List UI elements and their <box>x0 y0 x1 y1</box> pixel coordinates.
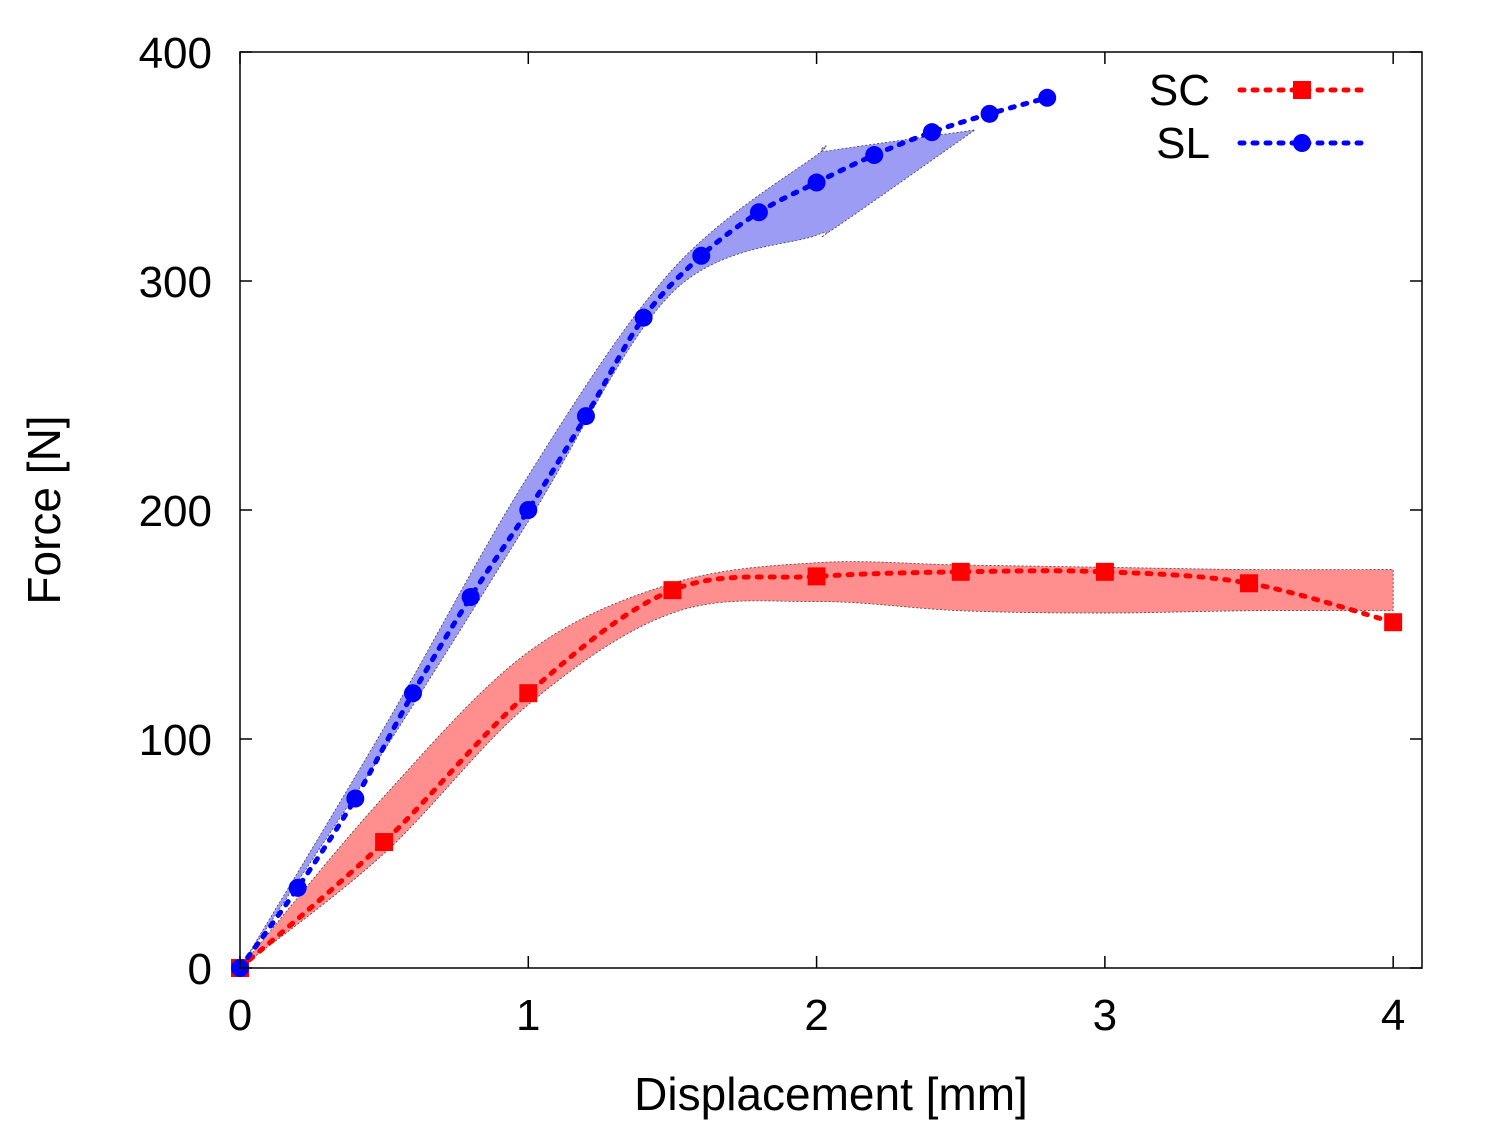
data-point-sc <box>807 567 826 586</box>
data-point-sl <box>461 588 480 607</box>
bands-layer <box>239 129 1394 969</box>
band-sl <box>239 129 976 969</box>
data-point-sl <box>692 246 711 265</box>
y-tick-label: 400 <box>139 29 212 78</box>
data-point-sl <box>1038 88 1057 107</box>
axis-ticks: 0 1 2 3 4 0 100 200 300 400 <box>139 29 1422 1040</box>
data-point-sl <box>403 684 422 703</box>
x-axis-label: Displacement [mm] <box>634 1068 1028 1120</box>
x-tick-label: 3 <box>1093 991 1117 1040</box>
x-tick-label: 4 <box>1381 991 1405 1040</box>
data-point-sl <box>346 789 365 808</box>
data-point-sl <box>288 878 307 897</box>
data-point-sl <box>980 104 999 123</box>
series-line-sc <box>237 568 1396 971</box>
y-axis-label: Force [N] <box>18 415 70 604</box>
series-layer <box>231 88 1403 977</box>
band-sc <box>239 561 1394 969</box>
data-point-sc <box>1384 613 1403 632</box>
data-point-sc <box>1240 574 1259 593</box>
y-tick-label: 100 <box>139 716 212 765</box>
data-point-sc <box>951 562 970 581</box>
data-point-sl <box>634 308 653 327</box>
legend-label-sl: SL <box>1156 119 1210 168</box>
data-point-sl <box>749 203 768 222</box>
data-point-sl <box>922 123 941 142</box>
legend-marker-sc <box>1293 81 1311 99</box>
x-tick-label: 1 <box>516 991 540 1040</box>
data-point-sl <box>865 146 884 165</box>
data-point-sl <box>519 501 538 519</box>
data-point-sc <box>1095 562 1114 581</box>
legend-label-sc: SC <box>1149 66 1210 115</box>
data-point-sl <box>576 407 595 426</box>
legend-marker-sl <box>1293 134 1311 152</box>
data-point-sl <box>807 173 826 192</box>
y-tick-label: 300 <box>139 258 212 307</box>
data-point-sc <box>663 581 682 600</box>
data-point-sc <box>519 684 538 703</box>
y-tick-label: 200 <box>139 487 212 536</box>
x-tick-label: 2 <box>804 991 828 1040</box>
x-tick-label: 0 <box>228 991 252 1040</box>
series-line-sl <box>237 95 1050 971</box>
y-tick-label: 0 <box>188 945 212 994</box>
data-point-sc <box>375 833 394 852</box>
